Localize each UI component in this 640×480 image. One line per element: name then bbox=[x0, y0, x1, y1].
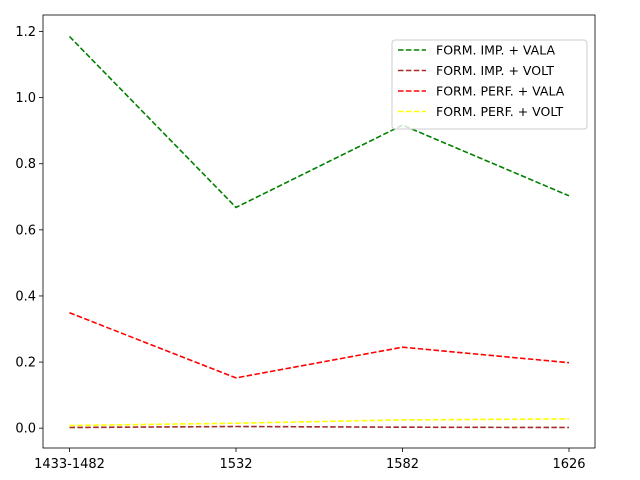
series-line-3 bbox=[69, 312, 570, 379]
legend-label: FORM. PERF. + VOLT bbox=[436, 104, 564, 119]
series-line-1 bbox=[68, 35, 570, 209]
x-tick-label: 1626 bbox=[552, 457, 585, 472]
legend-label: FORM. IMP. + VALA bbox=[436, 43, 555, 58]
y-tick-label: 1.2 bbox=[15, 25, 36, 40]
legend-label: FORM. IMP. + VOLT bbox=[436, 63, 554, 78]
y-tick-label: 0.8 bbox=[15, 157, 36, 172]
x-tick-label: 1433-1482 bbox=[34, 457, 105, 472]
series-line-2 bbox=[69, 425, 570, 429]
x-axis: 1433-1482 1532 1582 1626 bbox=[34, 448, 586, 472]
y-tick-label: 0.2 bbox=[15, 356, 36, 371]
series-line-4 bbox=[69, 418, 570, 427]
legend-label: FORM. PERF. + VALA bbox=[436, 84, 565, 99]
x-tick-label: 1532 bbox=[219, 457, 252, 472]
series-layer bbox=[68, 35, 570, 429]
legend-box bbox=[391, 39, 588, 130]
y-tick-label: 0.0 bbox=[15, 422, 36, 437]
y-tick-label: 1.0 bbox=[15, 91, 36, 106]
legend: FORM. IMP. + VALA FORM. IMP. + VOLT FORM. … bbox=[391, 39, 588, 130]
x-tick-label: 1582 bbox=[386, 457, 419, 472]
y-axis: 0.0 0.2 0.4 0.6 0.8 1.0 1.2 bbox=[15, 25, 43, 437]
y-tick-label: 0.4 bbox=[15, 289, 36, 304]
y-tick-label: 0.6 bbox=[15, 223, 36, 238]
